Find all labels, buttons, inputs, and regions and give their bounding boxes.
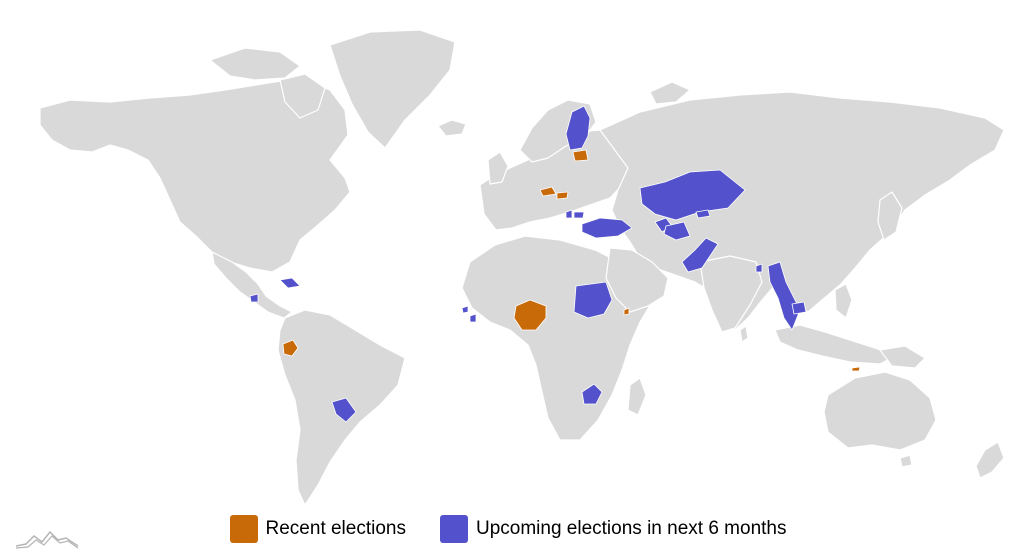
country-paraguay[interactable] [331,397,357,423]
country-guatemala[interactable] [249,293,259,303]
world-map-svg [39,29,1005,506]
country-serbia[interactable] [565,209,573,219]
legend: Recent elections Upcoming elections in n… [0,512,1016,546]
land-australia[interactable] [823,371,937,451]
country-kyrgyzstan[interactable] [695,209,711,219]
amcharts-logo-icon[interactable] [14,526,80,550]
land-arctic-islands[interactable] [209,47,301,81]
land-britain[interactable] [487,151,509,185]
country-nigeria[interactable] [513,299,547,331]
land-japan[interactable] [877,191,903,241]
legend-label-recent: Recent elections [265,518,406,539]
legend-swatch-recent [229,515,258,543]
land-india[interactable] [699,255,763,333]
country-sierra-leone[interactable] [461,305,469,314]
land-sri-lanka[interactable] [739,325,749,343]
country-liberia[interactable] [469,313,477,323]
legend-item-recent[interactable]: Recent elections [229,515,406,543]
legend-label-upcoming: Upcoming elections in next 6 months [475,518,787,539]
land-central-america[interactable] [211,251,293,319]
country-haiti[interactable] [279,277,301,289]
country-bangladesh[interactable] [755,263,763,273]
land-tasmania[interactable] [899,454,913,468]
country-turkmenistan[interactable] [663,221,691,241]
country-sudan[interactable] [573,281,613,319]
country-timor[interactable] [851,366,861,372]
country-finland[interactable] [565,105,591,151]
land-north-america[interactable] [39,77,351,273]
land-philippines[interactable] [834,283,853,319]
country-zimbabwe[interactable] [581,383,603,405]
land-indonesia[interactable] [774,324,896,365]
country-ecuador[interactable] [282,339,299,357]
legend-item-upcoming[interactable]: Upcoming elections in next 6 months [439,515,787,543]
country-pakistan[interactable] [681,237,719,273]
land-new-guinea[interactable] [879,345,926,369]
country-turkey[interactable] [581,217,633,239]
country-cambodia[interactable] [791,301,807,315]
land-baffin[interactable] [279,73,326,119]
land-iceland[interactable] [437,119,467,137]
country-slovakia[interactable] [556,191,569,200]
country-kazakhstan[interactable] [639,169,746,221]
land-greenland[interactable] [329,29,456,149]
legend-swatch-upcoming [439,515,468,543]
land-novaya-zemlya[interactable] [649,81,691,105]
world-map[interactable] [0,0,1016,510]
land-layer [39,29,1005,506]
country-bulgaria[interactable] [573,211,585,219]
country-czechia[interactable] [539,186,557,197]
recent-elections-layer [282,149,861,372]
country-myanmar-thailand[interactable] [767,261,801,331]
country-estonia[interactable] [572,149,589,162]
upcoming-elections-layer [249,105,807,423]
logo-svg [15,530,79,549]
land-arabia[interactable] [605,247,669,313]
country-djibouti[interactable] [623,307,630,316]
land-madagascar[interactable] [627,377,647,416]
land-new-zealand[interactable] [975,441,1005,479]
